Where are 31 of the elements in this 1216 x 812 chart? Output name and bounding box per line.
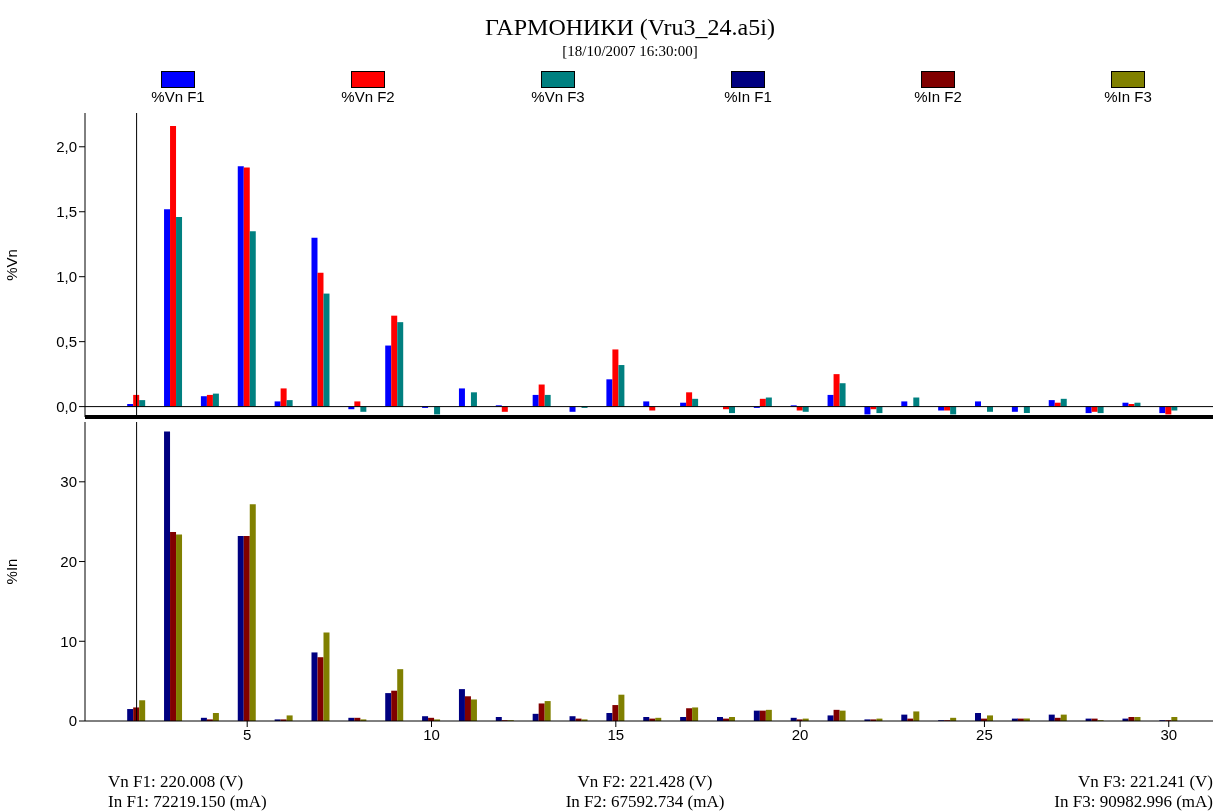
legend-label: %In F3: [1104, 88, 1152, 105]
legend-label: %In F1: [724, 88, 772, 105]
x-tick-label: 15: [607, 725, 625, 743]
text: In F2: 67592.734 (mA): [565, 792, 725, 812]
x-tick-label: 10: [423, 725, 440, 743]
chart-title: ГАРМОНИКИ (Vru3_24.a5i): [484, 14, 776, 41]
y-tick-label: 0: [68, 712, 77, 730]
x-tick-label: 5: [243, 725, 252, 743]
y-tick-label: 0,0: [56, 397, 77, 415]
x-tick-label: 30: [1160, 725, 1178, 743]
y-tick-label: 20: [60, 552, 77, 570]
text: Vn F1: 220.008 (V): [108, 772, 244, 792]
y-tick-label: 2,0: [56, 138, 77, 156]
text: Vn F2: 221.428 (V): [577, 772, 713, 792]
y-tick-label: 1,0: [56, 268, 77, 286]
y-tick-label: 0,5: [56, 332, 77, 350]
legend-label: %Vn F3: [531, 88, 585, 105]
legend-label: %In F2: [914, 88, 962, 105]
y-axis-title: %In: [3, 558, 21, 585]
legend-label: %Vn F2: [341, 88, 395, 105]
x-tick-label: 25: [976, 725, 993, 743]
y-tick-label: 1,5: [56, 203, 77, 221]
y-axis-title: %Vn: [3, 249, 21, 281]
y-tick-label: 30: [60, 473, 77, 491]
x-tick-label: 20: [791, 725, 809, 743]
chart-subtitle: [18/10/2007 16:30:00]: [561, 43, 699, 60]
text: In F3: 90982.996 (mA): [1054, 792, 1213, 812]
text: Vn F3: 221.241 (V): [1077, 772, 1213, 792]
y-tick-label: 10: [60, 632, 77, 650]
text: In F1: 72219.150 (mA): [108, 792, 267, 812]
legend-label: %Vn F1: [151, 88, 205, 105]
